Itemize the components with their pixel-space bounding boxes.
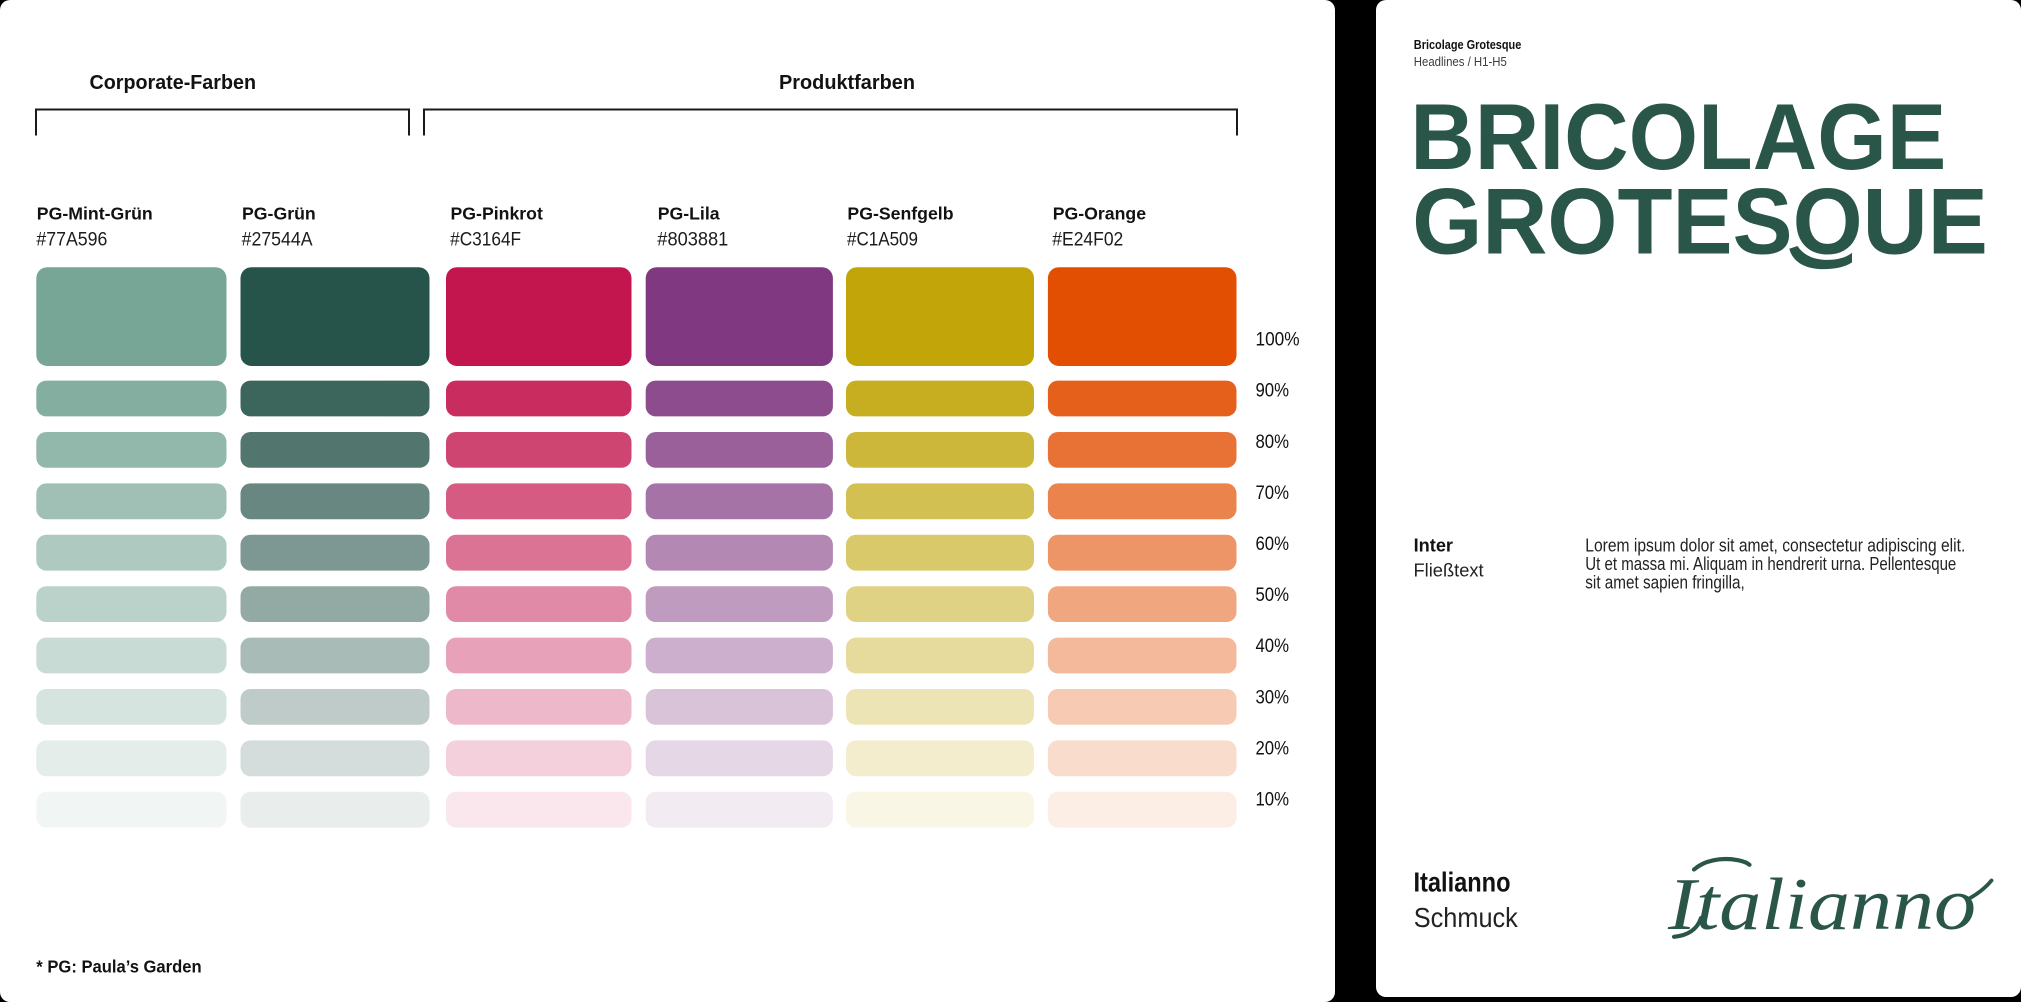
svg-text:30%: 30% — [1256, 686, 1290, 708]
svg-text:Italianno: Italianno — [1414, 866, 1511, 897]
svg-text:Bricolage Grotesque: Bricolage Grotesque — [1414, 38, 1522, 52]
svg-text:Corporate-Farben: Corporate-Farben — [90, 71, 257, 94]
svg-text:60%: 60% — [1256, 533, 1290, 555]
svg-text:sit amet sapien fringilla,: sit amet sapien fringilla, — [1585, 571, 1745, 592]
svg-text:#77A596: #77A596 — [36, 228, 107, 250]
svg-text:PG-Mint-Grün: PG-Mint-Grün — [37, 204, 153, 224]
svg-text:Fließtext: Fließtext — [1414, 559, 1484, 580]
svg-text:PG-Lila: PG-Lila — [658, 204, 720, 224]
svg-text:Inter: Inter — [1414, 536, 1453, 556]
svg-text:Lorem ipsum dolor sit amet, co: Lorem ipsum dolor sit amet, consectetur … — [1585, 535, 1965, 556]
svg-text:40%: 40% — [1256, 635, 1290, 657]
svg-text:PG-Senfgelb: PG-Senfgelb — [847, 204, 953, 224]
svg-text:10%: 10% — [1256, 789, 1290, 811]
svg-text:70%: 70% — [1256, 482, 1290, 504]
svg-text:#803881: #803881 — [657, 228, 728, 250]
svg-text:PG-Orange: PG-Orange — [1053, 204, 1147, 224]
svg-text:* PG: Paula’s Garden: * PG: Paula’s Garden — [36, 956, 201, 976]
svg-text:#C1A509: #C1A509 — [847, 228, 918, 250]
svg-text:PG-Pinkrot: PG-Pinkrot — [451, 204, 543, 224]
svg-text:Schmuck: Schmuck — [1414, 902, 1518, 933]
svg-text:Produktfarben: Produktfarben — [779, 71, 915, 94]
svg-text:20%: 20% — [1256, 737, 1290, 759]
svg-text:PG-Grün: PG-Grün — [242, 204, 316, 224]
svg-text:#E24F02: #E24F02 — [1052, 228, 1123, 250]
svg-text:80%: 80% — [1256, 431, 1290, 453]
svg-text:100%: 100% — [1256, 329, 1300, 351]
svg-text:#27544A: #27544A — [242, 228, 314, 250]
svg-text:#C3164F: #C3164F — [450, 228, 521, 250]
svg-text:90%: 90% — [1256, 380, 1290, 402]
svg-text:GROTESOUE: GROTESOUE — [1412, 168, 1988, 273]
svg-text:Ut et massa mi. Aliquam in hen: Ut et massa mi. Aliquam in hendrerit urn… — [1585, 553, 1956, 574]
svg-text:BRICOLAGE: BRICOLAGE — [1410, 84, 1946, 189]
svg-text:Headlines / H1-H5: Headlines / H1-H5 — [1414, 54, 1507, 69]
svg-text:50%: 50% — [1256, 584, 1290, 606]
svg-text:Italianno: Italianno — [1667, 864, 1976, 946]
